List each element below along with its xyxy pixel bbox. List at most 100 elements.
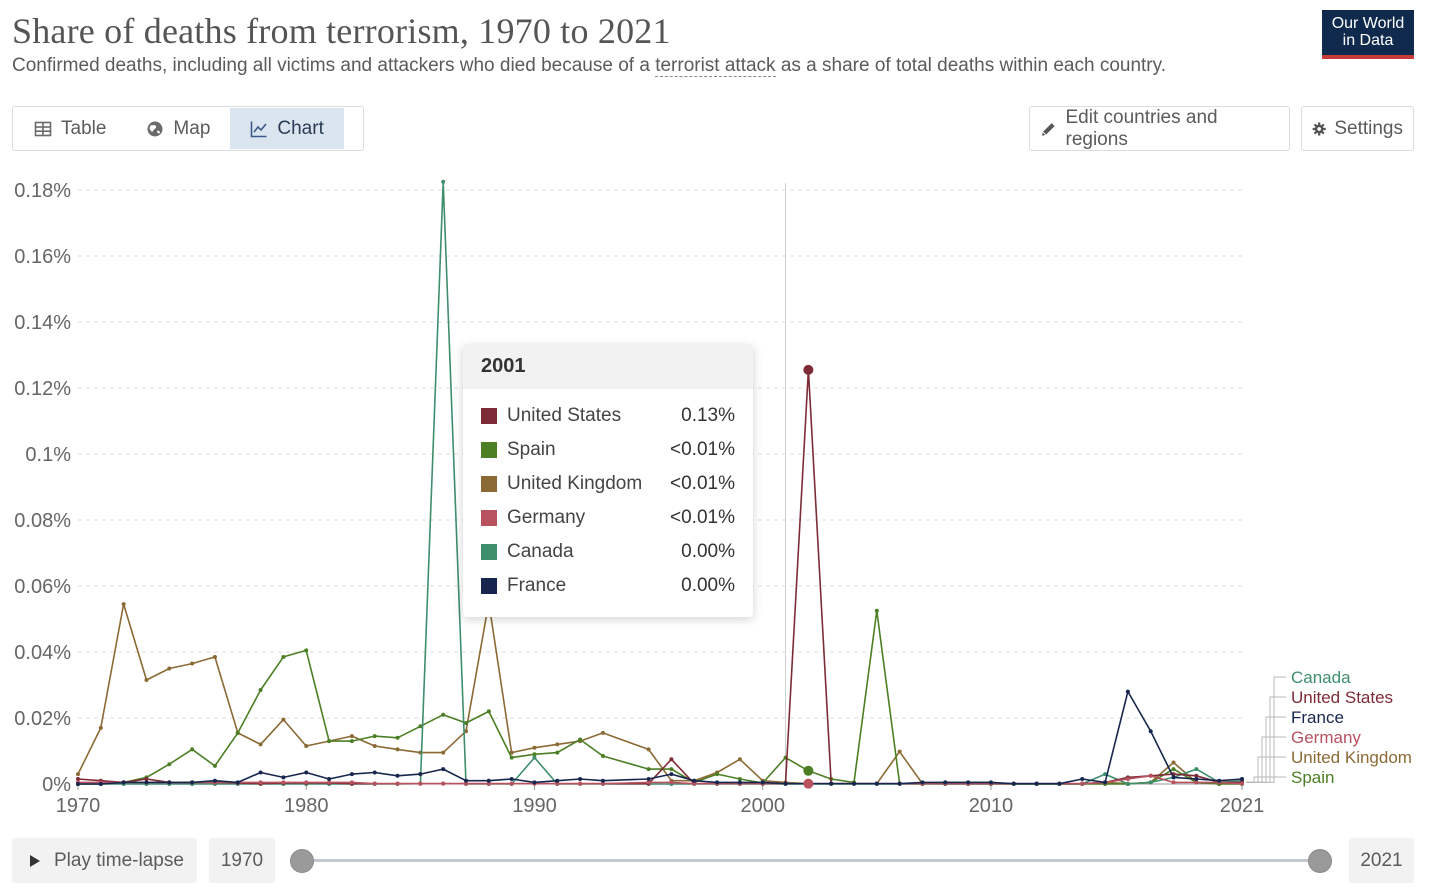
- y-tick-label: 0.16%: [14, 246, 71, 268]
- owid-logo[interactable]: Our World in Data: [1322, 10, 1414, 59]
- x-tick-label: 1990: [512, 795, 557, 817]
- hover-tooltip: 2001 United States 0.13% Spain <0.01% United…: [463, 345, 753, 617]
- data-point: [486, 709, 491, 714]
- data-point: [258, 687, 263, 692]
- data-point: [212, 763, 217, 768]
- tab-table[interactable]: Table: [14, 108, 126, 149]
- x-tick-label: 2000: [740, 795, 785, 817]
- data-point: [966, 780, 971, 785]
- data-point: [418, 724, 423, 729]
- legend-label: Germany: [1291, 728, 1361, 747]
- data-point: [578, 781, 583, 786]
- pencil-icon: [1041, 122, 1055, 136]
- data-point: [1011, 781, 1016, 786]
- data-point: [1057, 781, 1062, 786]
- subtitle-text: Confirmed deaths, including all victims …: [12, 55, 656, 76]
- data-point: [1125, 777, 1130, 782]
- legend-label: United States: [1291, 688, 1393, 707]
- data-point: [1171, 775, 1176, 780]
- data-point: [190, 661, 195, 666]
- tooltip-row: United Kingdom <0.01%: [481, 467, 735, 501]
- data-point: [920, 780, 925, 785]
- data-point: [441, 179, 446, 184]
- tooltip-swatch: [481, 578, 497, 594]
- data-point: [98, 725, 103, 730]
- data-point: [669, 767, 674, 772]
- data-point: [1103, 780, 1108, 785]
- settings-button[interactable]: Settings: [1301, 106, 1414, 151]
- data-point: [327, 739, 332, 744]
- subtitle-text-end: as a share of total deaths within each c…: [775, 55, 1166, 76]
- view-tabs: Table Map Chart: [12, 106, 364, 151]
- data-point: [897, 781, 902, 786]
- timeline-start-handle[interactable]: [290, 849, 314, 873]
- data-point: [441, 781, 446, 786]
- data-point: [1240, 777, 1244, 782]
- globe-icon: [147, 121, 163, 136]
- data-point: [441, 767, 446, 772]
- legend-label: Canada: [1291, 668, 1351, 687]
- data-point: [1171, 760, 1176, 765]
- data-point: [418, 772, 423, 777]
- data-point: [715, 772, 720, 777]
- tooltip-value: 0.13%: [681, 405, 735, 426]
- y-tick-label: 0.06%: [14, 576, 71, 598]
- tooltip-value: 0.00%: [681, 575, 735, 596]
- data-point: [372, 734, 377, 739]
- data-point: [258, 780, 263, 785]
- data-point: [1125, 689, 1130, 694]
- play-timelapse-button[interactable]: Play time-lapse: [12, 838, 197, 883]
- timeline-slider-track[interactable]: [302, 859, 1320, 862]
- tooltip-value: <0.01%: [670, 473, 735, 494]
- tooltip-country: France: [507, 575, 567, 596]
- data-point: [304, 780, 309, 785]
- page-title: Share of deaths from terrorism, 1970 to …: [12, 11, 671, 51]
- legend-label: Spain: [1291, 768, 1334, 787]
- y-tick-label: 0.04%: [14, 642, 71, 664]
- data-point: [897, 749, 902, 754]
- data-point: [646, 747, 651, 752]
- data-point: [281, 780, 286, 785]
- data-point: [532, 780, 537, 785]
- data-point: [578, 777, 583, 782]
- data-point: [509, 755, 514, 760]
- edit-countries-button[interactable]: Edit countries and regions: [1029, 106, 1290, 151]
- tooltip-row: Germany <0.01%: [481, 501, 735, 535]
- data-point: [167, 780, 172, 785]
- tooltip-row: United States 0.13%: [481, 399, 735, 433]
- data-point: [395, 735, 400, 740]
- tooltip-swatch: [481, 442, 497, 458]
- tooltip-rows: United States 0.13% Spain <0.01% United King…: [463, 389, 753, 603]
- data-point: [555, 742, 560, 747]
- data-point: [578, 737, 583, 742]
- data-point: [395, 781, 400, 786]
- data-point: [509, 750, 514, 755]
- line-chart[interactable]: 0% 0.02% 0.04% 0.06% 0.08% 0.1% 0.12% 0.14% 0.16…: [0, 165, 1456, 830]
- data-point: [555, 778, 560, 783]
- data-point: [144, 678, 149, 683]
- timeline-end-handle[interactable]: [1308, 849, 1332, 873]
- end-year-box[interactable]: 2021: [1349, 838, 1414, 883]
- legend-connector: [1246, 716, 1286, 783]
- tooltip-country: United Kingdom: [507, 473, 643, 494]
- tooltip-value: <0.01%: [670, 507, 735, 528]
- data-point: [1148, 729, 1153, 734]
- start-year-box[interactable]: 1970: [209, 838, 275, 883]
- data-point: [1171, 767, 1176, 772]
- tab-map[interactable]: Map: [126, 108, 230, 149]
- edit-countries-label: Edit countries and regions: [1065, 106, 1218, 150]
- tab-chart[interactable]: Chart: [230, 108, 344, 149]
- settings-label: Settings: [1334, 117, 1403, 139]
- data-point: [600, 753, 605, 758]
- tooltip-country: Canada: [507, 541, 574, 562]
- data-point: [1194, 767, 1199, 772]
- legend-connector: [1246, 776, 1286, 783]
- data-point: [121, 602, 126, 607]
- terrorist-attack-link[interactable]: terrorist attack: [655, 55, 776, 77]
- series-line-united-kingdom: [77, 601, 1243, 785]
- data-point: [1217, 778, 1222, 783]
- x-tick-label: 2010: [969, 795, 1014, 817]
- data-point: [1080, 781, 1085, 786]
- page-subtitle: Confirmed deaths, including all victims …: [12, 55, 1166, 77]
- data-point: [1148, 780, 1153, 785]
